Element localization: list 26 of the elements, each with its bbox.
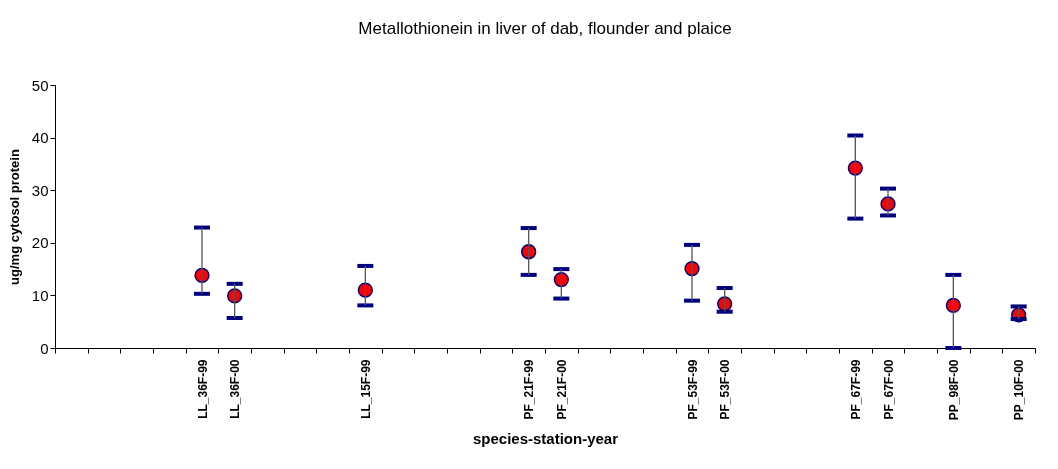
x-tick-label: PF_21F-00 <box>554 359 569 420</box>
x-tick-label: PP_10F-00 <box>1012 359 1027 421</box>
x-tick-label: LL_36F-00 <box>228 359 243 419</box>
point <box>553 271 569 288</box>
point <box>945 297 961 314</box>
point <box>847 160 863 176</box>
point <box>227 288 243 304</box>
x-tick-label: PF_67F-99 <box>848 359 863 420</box>
chart-title: Metallothionein in liver of dab, flounder and plaice <box>358 19 732 38</box>
x-tick-label: PF_53F-00 <box>718 359 733 420</box>
y-tick-label: 20 <box>31 234 49 252</box>
x-tick-label: LL_15F-99 <box>358 359 373 419</box>
x-axis-title: species-station-year <box>472 430 619 448</box>
x-tick-label: PP_98F-00 <box>946 359 961 421</box>
y-tick-label: 40 <box>31 129 49 147</box>
y-tick-label: 50 <box>31 76 49 94</box>
y-tick-label: 0 <box>40 339 49 357</box>
y-axis-title: ug/mg cytosol protein <box>6 149 22 285</box>
y-tick-label: 30 <box>31 181 49 199</box>
x-tick-label: PF_21F-99 <box>522 359 537 420</box>
x-tick-label: PF_67F-00 <box>881 359 896 420</box>
x-tick-label: LL_36F-99 <box>195 359 210 419</box>
point <box>521 244 537 260</box>
point <box>357 282 373 298</box>
y-tick-label: 10 <box>31 286 49 304</box>
x-tick-label: PF_53F-99 <box>685 359 700 420</box>
